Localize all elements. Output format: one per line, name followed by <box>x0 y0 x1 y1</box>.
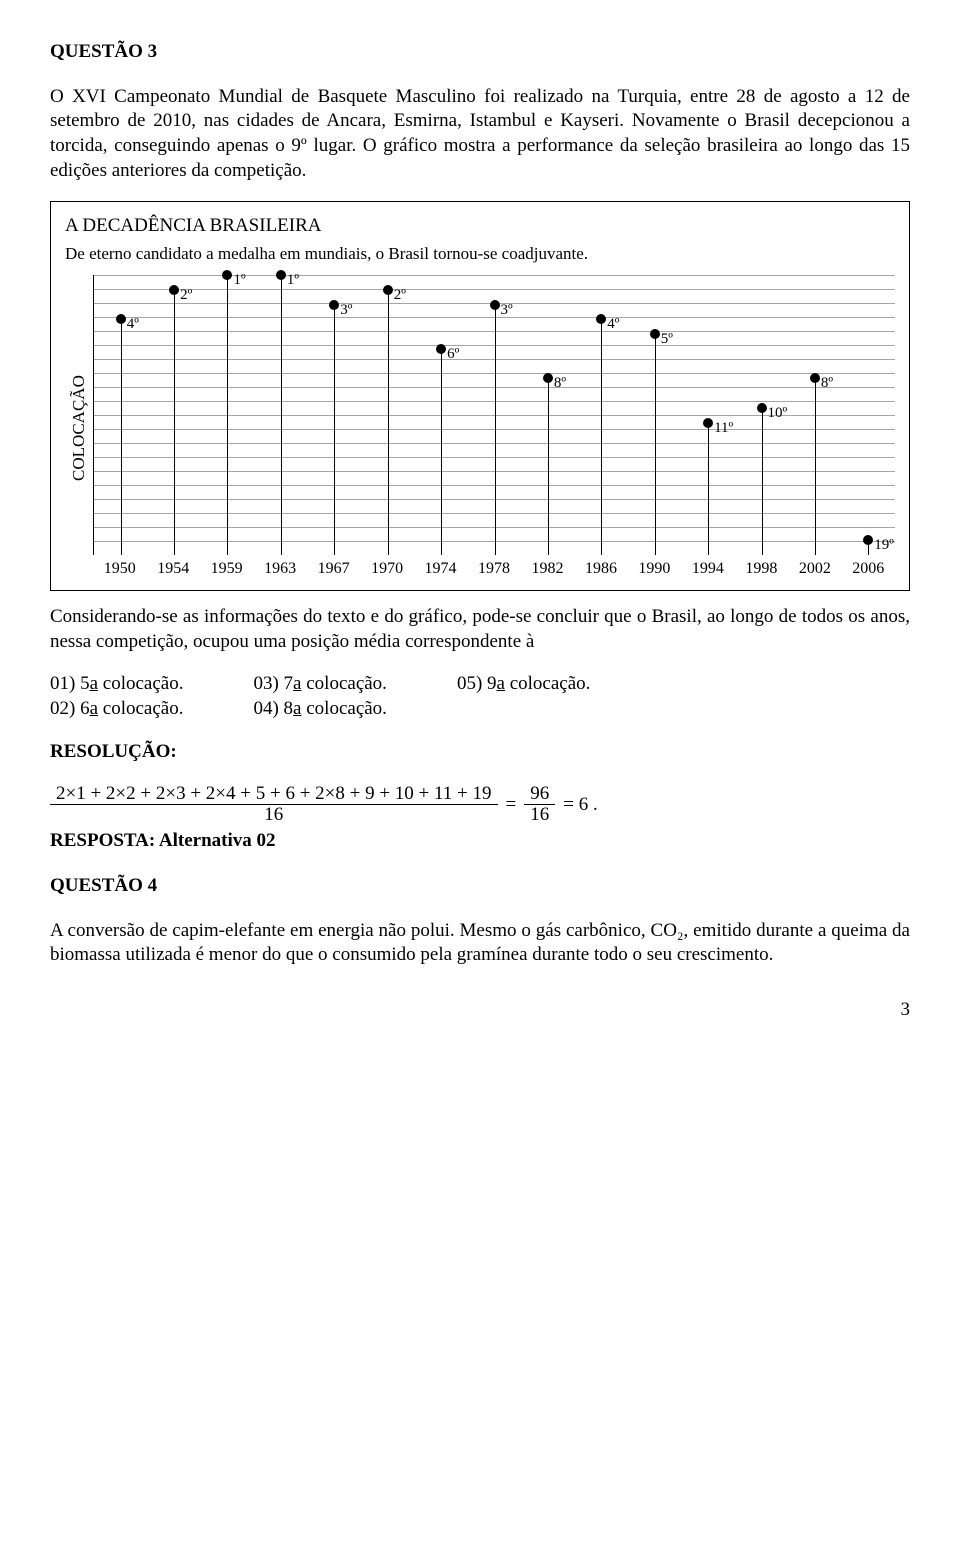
chart-xtick: 1959 <box>200 559 253 580</box>
math-expression: 2×1 + 2×2 + 2×3 + 2×4 + 5 + 6 + 2×8 + 9 … <box>50 784 910 825</box>
chart-xtick: 1967 <box>307 559 360 580</box>
chart-stem <box>815 378 816 555</box>
chart-stem <box>174 290 175 555</box>
page-number: 3 <box>50 998 910 1023</box>
chart-point-label: 3º <box>340 301 352 321</box>
chart-point <box>490 300 500 310</box>
chart-stem <box>762 408 763 555</box>
chart-point-label: 4º <box>607 315 619 335</box>
q3-paragraph-2: Considerando-se as informações do texto … <box>50 605 910 654</box>
chart-stem <box>601 319 602 555</box>
resposta-line: RESPOSTA: Alternativa 02 <box>50 829 910 854</box>
chart-point-label: 10º <box>768 404 788 424</box>
chart-stem <box>388 290 389 555</box>
chart-point <box>543 373 553 383</box>
chart-xtick: 1998 <box>735 559 788 580</box>
chart-point <box>703 418 713 428</box>
chart-xtick: 1974 <box>414 559 467 580</box>
chart-point-label: 4º <box>127 315 139 335</box>
chart-point-label: 8º <box>554 374 566 394</box>
chart-stem <box>708 423 709 556</box>
chart-xtick: 1986 <box>574 559 627 580</box>
q3-paragraph-1: O XVI Campeonato Mundial de Basquete Mas… <box>50 85 910 184</box>
fraction-1: 2×1 + 2×2 + 2×3 + 2×4 + 5 + 6 + 2×8 + 9 … <box>50 784 498 825</box>
chart-stem <box>548 378 549 555</box>
chart-point <box>222 270 232 280</box>
chart-point-label: 2º <box>180 286 192 306</box>
answer-04: 04) 8a colocação. <box>253 697 386 722</box>
chart-stem <box>441 349 442 555</box>
resolucao-heading: RESOLUÇÃO: <box>50 740 910 765</box>
chart-xtick: 1978 <box>467 559 520 580</box>
question-3-heading: QUESTÃO 3 <box>50 40 910 65</box>
chart-xtick: 1963 <box>253 559 306 580</box>
answer-02: 02) 6a colocação. <box>50 697 183 722</box>
chart-point <box>650 329 660 339</box>
chart-point-label: 11º <box>714 419 733 439</box>
chart-xtick: 1954 <box>146 559 199 580</box>
chart-point <box>863 535 873 545</box>
chart-xtick: 2002 <box>788 559 841 580</box>
chart-plot: 4º2º1º1º3º2º6º3º8º4º5º11º10º8º19º <box>93 275 895 555</box>
chart-point-label: 2º <box>394 286 406 306</box>
chart-ylabel: COLOCAÇÃO <box>68 375 90 481</box>
chart-point-label: 1º <box>287 271 299 291</box>
chart-point-label: 8º <box>821 374 833 394</box>
chart-stem <box>227 275 228 555</box>
chart-point <box>810 373 820 383</box>
chart-stem <box>655 334 656 555</box>
chart-container: A DECADÊNCIA BRASILEIRA De eterno candid… <box>50 201 910 591</box>
chart-xaxis: 1950195419591963196719701974197819821986… <box>93 555 895 580</box>
chart-ylabel-wrap: COLOCAÇÃO <box>65 275 93 580</box>
answer-01: 01) 5a colocação. <box>50 672 183 697</box>
q4-paragraph-1: A conversão de capim-elefante em energia… <box>50 919 910 968</box>
chart-stem <box>121 319 122 555</box>
chart-point <box>276 270 286 280</box>
chart-point-label: 6º <box>447 345 459 365</box>
chart-stem <box>334 305 335 556</box>
chart-title: A DECADÊNCIA BRASILEIRA <box>65 215 322 236</box>
chart-xtick: 1970 <box>360 559 413 580</box>
chart-xtick: 2006 <box>842 559 895 580</box>
chart-point <box>169 285 179 295</box>
chart-point <box>436 344 446 354</box>
chart-xtick: 1990 <box>628 559 681 580</box>
chart-point-label: 5º <box>661 330 673 350</box>
question-4-heading: QUESTÃO 4 <box>50 874 910 899</box>
answer-options: 01) 5a colocação. 02) 6a colocação. 03) … <box>50 672 910 721</box>
chart-point <box>757 403 767 413</box>
answer-03: 03) 7a colocação. <box>253 672 386 697</box>
chart-point <box>329 300 339 310</box>
answer-05: 05) 9a colocação. <box>457 672 590 697</box>
chart-subtitle: De eterno candidato a medalha em mundiai… <box>65 243 895 265</box>
chart-point-label: 1º <box>233 271 245 291</box>
chart-point-label: 19º <box>874 536 894 556</box>
fraction-2: 96 16 <box>524 784 555 825</box>
chart-point <box>383 285 393 295</box>
chart-point <box>116 314 126 324</box>
chart-point <box>596 314 606 324</box>
chart-xtick: 1994 <box>681 559 734 580</box>
chart-point-label: 3º <box>501 301 513 321</box>
chart-xtick: 1950 <box>93 559 146 580</box>
chart-stem <box>495 305 496 556</box>
chart-xtick: 1982 <box>521 559 574 580</box>
chart-stem <box>281 275 282 555</box>
